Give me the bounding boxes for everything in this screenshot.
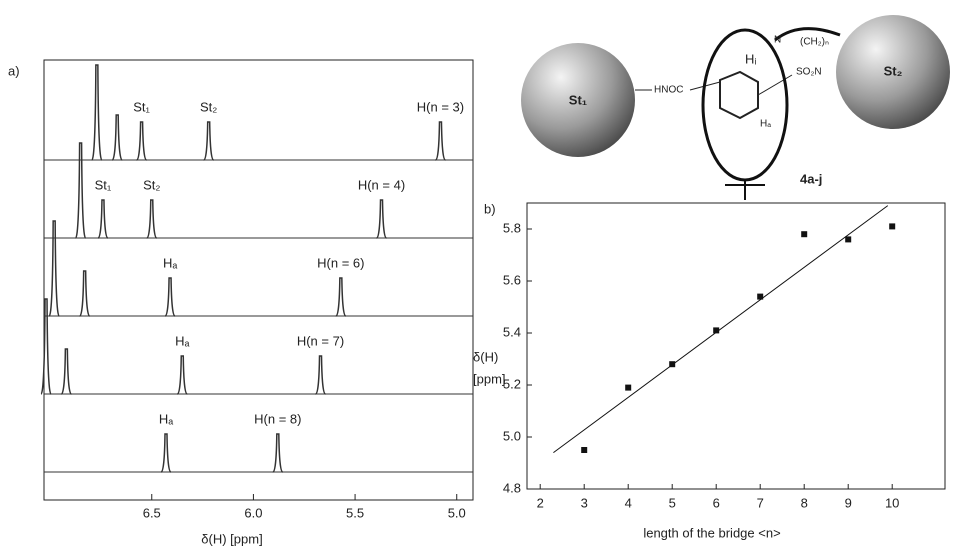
y-tick-label: 5.4 <box>503 324 521 339</box>
point <box>581 447 587 453</box>
x-tick-label: 2 <box>537 495 544 510</box>
x-tick-label: 6 <box>713 495 720 510</box>
point <box>669 361 675 367</box>
label: SO₂N <box>796 67 822 78</box>
ring <box>720 72 758 118</box>
peak <box>49 221 59 316</box>
label: Hᵢ <box>745 51 756 66</box>
y-axis-label: δ(H) <box>473 349 498 364</box>
peak <box>76 143 86 238</box>
peak <box>165 278 175 316</box>
x-axis-label: length of the bridge <n> <box>643 525 780 540</box>
figure: St₁ St₂ HNOC Hᵢ Hₐ N (CH₂)ₙ SO₂N 4a-j a)… <box>0 0 957 547</box>
x-axis-label: δ(H) [ppm] <box>201 531 262 546</box>
peak <box>273 434 283 472</box>
x-tick-label: 9 <box>845 495 852 510</box>
point <box>757 294 763 300</box>
peak-label: H(n = 6) <box>317 255 364 270</box>
label: (CH₂)ₙ <box>800 37 829 48</box>
peak <box>112 115 122 160</box>
peak-label: H(n = 3) <box>417 99 464 114</box>
y-tick-label: 5.6 <box>503 272 521 287</box>
x-tick-label: 3 <box>581 495 588 510</box>
x-tick-label: 10 <box>885 495 899 510</box>
point <box>713 327 719 333</box>
x-tick-label: 5.5 <box>346 505 364 520</box>
point <box>845 236 851 242</box>
label: St₁ <box>569 92 587 107</box>
peak-label: St₂ <box>143 177 160 192</box>
x-tick-label: 5 <box>669 495 676 510</box>
peak <box>137 122 147 160</box>
plot-frame <box>527 203 945 489</box>
label: N <box>774 35 781 46</box>
peak <box>204 122 214 160</box>
peak <box>147 200 157 238</box>
molecule-diagram: St₁ St₂ HNOC Hᵢ Hₐ N (CH₂)ₙ SO₂N 4a-j <box>521 15 950 200</box>
peak <box>377 200 387 238</box>
peak <box>336 278 346 316</box>
peak-label: H(n = 8) <box>254 411 301 426</box>
peak <box>61 349 71 394</box>
y-tick-label: 5.8 <box>503 220 521 235</box>
panel-label: b) <box>484 201 496 216</box>
x-tick-label: 6.5 <box>143 505 161 520</box>
peak <box>92 65 102 160</box>
point <box>625 385 631 391</box>
peak-label: H(n = 4) <box>358 177 405 192</box>
peak-label: St₂ <box>200 99 217 114</box>
peak <box>98 200 108 238</box>
label: St₂ <box>884 63 903 78</box>
peak-label: H(n = 7) <box>297 333 344 348</box>
panel-label: a) <box>8 63 20 78</box>
x-tick-label: 7 <box>757 495 764 510</box>
y-axis-label: [ppm] <box>473 371 506 386</box>
peak-label: Hₐ <box>175 333 189 348</box>
y-tick-label: 4.8 <box>503 480 521 495</box>
x-tick-label: 6.0 <box>244 505 262 520</box>
x-tick-label: 8 <box>801 495 808 510</box>
point <box>889 223 895 229</box>
peak <box>435 122 445 160</box>
y-tick-label: 5.2 <box>503 376 521 391</box>
plot-frame <box>44 60 473 500</box>
label: Hₐ <box>760 119 771 130</box>
x-tick-label: 5.0 <box>448 505 466 520</box>
x-tick-label: 4 <box>625 495 632 510</box>
peak-label: Hₐ <box>163 255 177 270</box>
peak-label: St₁ <box>133 99 150 114</box>
point <box>801 231 807 237</box>
peak <box>316 356 326 394</box>
label: 4a-j <box>800 171 822 186</box>
y-tick-label: 5.0 <box>503 428 521 443</box>
fit-line <box>553 206 887 453</box>
peak-label: St₁ <box>95 177 112 192</box>
peak <box>177 356 187 394</box>
peak-label: Hₐ <box>159 411 173 426</box>
peak <box>41 299 51 394</box>
peak <box>80 271 90 316</box>
label: HNOC <box>654 85 683 96</box>
peak <box>161 434 171 472</box>
